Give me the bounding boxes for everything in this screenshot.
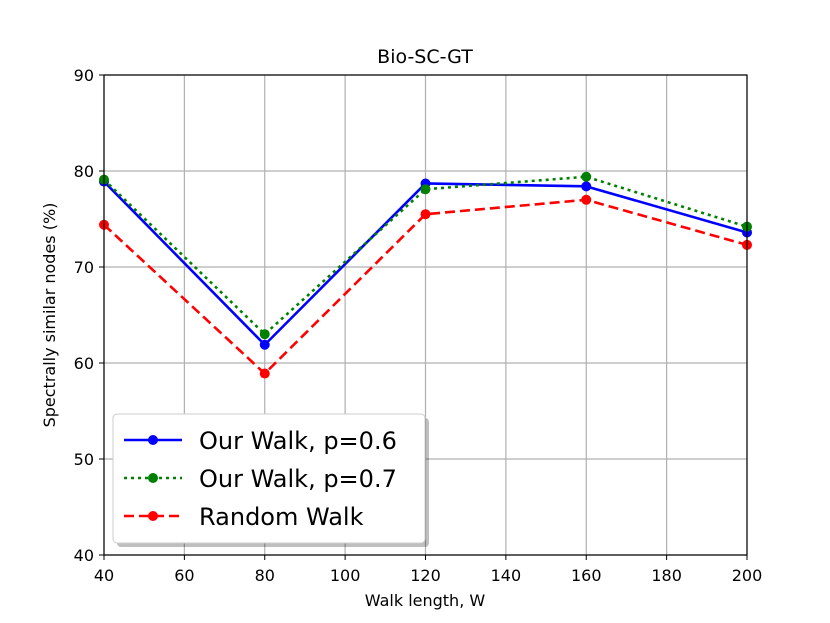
series-2: [99, 171, 752, 340]
data-point: [259, 368, 270, 379]
x-tick-label: 160: [571, 566, 602, 585]
x-tick-label: 80: [255, 566, 275, 585]
legend-label: Our Walk, p=0.6: [199, 427, 397, 455]
axis-ticks: 40 60 80 100 120 140 160 180 200 40 50 60 70 80 90: [74, 66, 763, 585]
y-tick-label: 40: [74, 546, 94, 565]
data-point: [259, 339, 270, 350]
data-point: [581, 181, 592, 192]
x-tick-label: 140: [491, 566, 522, 585]
data-point: [420, 209, 431, 220]
x-tick-label: 180: [651, 566, 682, 585]
y-tick-label: 60: [74, 354, 94, 373]
legend-box: [112, 413, 426, 544]
data-point: [259, 329, 270, 340]
x-tick-label: 120: [410, 566, 441, 585]
y-tick-label: 90: [74, 66, 94, 85]
x-axis-label: Walk length, W: [365, 591, 486, 610]
legend: Our Walk, p=0.6 Our Walk, p=0.7 Random Wal…: [112, 413, 429, 547]
y-axis-label: Spectrally similar nodes (%): [40, 203, 59, 428]
legend-label: Our Walk, p=0.7: [199, 465, 397, 493]
x-tick-label: 100: [330, 566, 361, 585]
legend-marker: [148, 435, 158, 445]
y-tick-label: 80: [74, 162, 94, 181]
x-tick-label: 60: [174, 566, 194, 585]
series-line: [103, 198, 748, 375]
y-tick-label: 70: [74, 258, 94, 277]
legend-marker: [148, 473, 158, 483]
series-line: [103, 175, 748, 336]
legend-label: Random Walk: [199, 503, 364, 531]
data-point: [581, 194, 592, 205]
x-tick-label: 40: [94, 566, 114, 585]
data-point: [420, 184, 431, 195]
legend-marker: [148, 511, 158, 521]
data-point: [581, 171, 592, 182]
chart-title: Bio-SC-GT: [377, 46, 473, 68]
y-tick-label: 50: [74, 450, 94, 469]
x-tick-label: 200: [732, 566, 763, 585]
series-layer: [99, 171, 752, 379]
